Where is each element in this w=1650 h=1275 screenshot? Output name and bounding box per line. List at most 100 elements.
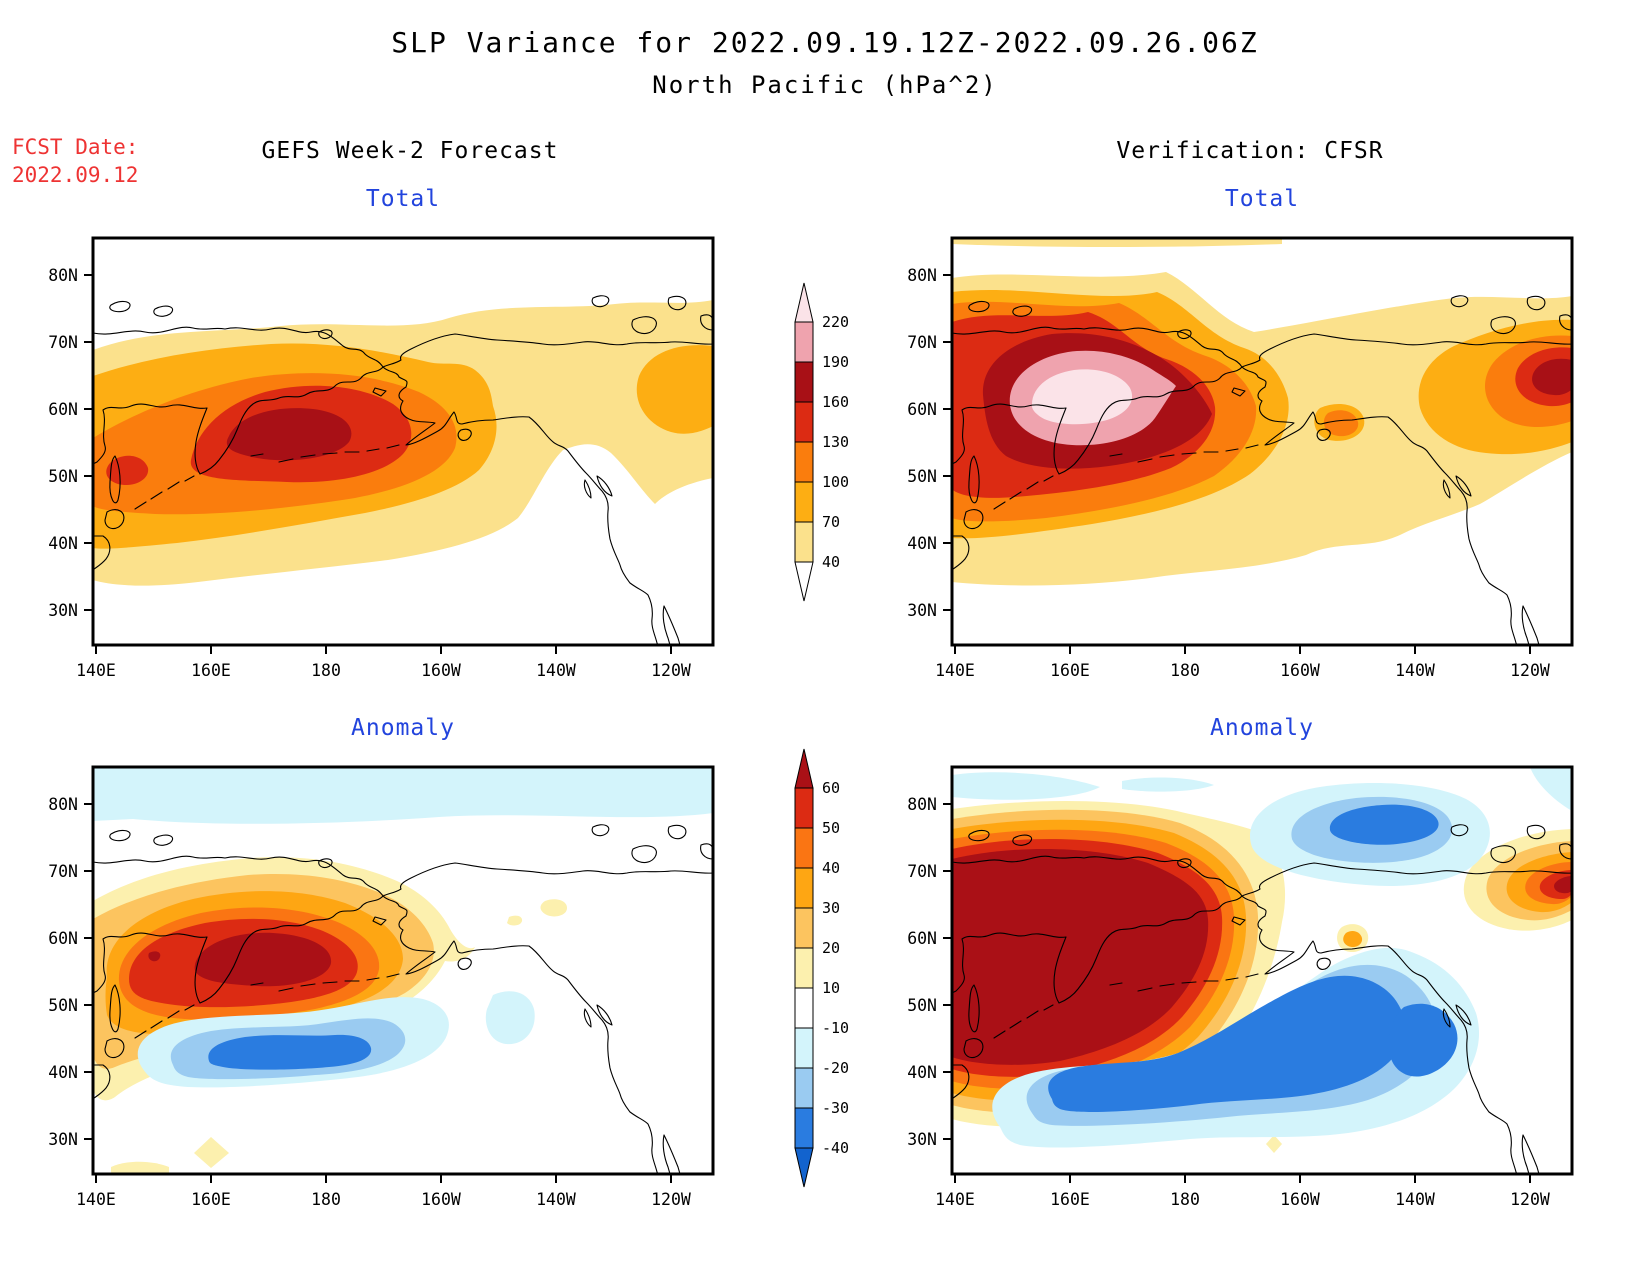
colorbar-tick-label: -20 [822,1059,849,1077]
lat-tick-label: 60N [48,400,78,419]
lon-tick-label: 160W [1280,661,1320,680]
lat-tick-label: 50N [48,467,78,486]
colorbar-tick-label: 130 [822,433,849,451]
lat-tick-label: 30N [48,1130,78,1149]
colorbar-tick-label: 220 [822,313,849,331]
panel-subtitle-gefs-anomaly: Anomaly [351,715,455,741]
forecast-date: FCST Date: 2022.09.12 [12,133,138,189]
lat-tick-label: 80N [48,266,78,285]
contour-fills-gefs-total [93,300,713,586]
coastline [952,295,1572,645]
column-title-right: Verification: CFSR [1116,138,1384,164]
panel-subtitle-cfsr-anomaly: Anomaly [1210,715,1314,741]
lat-tick-label: 40N [48,1063,78,1082]
lat-tick-label: 40N [907,1063,937,1082]
lon-tick-label: 180 [1170,661,1200,680]
map-panel-gefs-total: 140E 160E 180 160W 140W 120W 80N 70N 60N 50N 40N 30… [48,236,715,680]
colorbar-tick-label: 40 [822,553,840,571]
figure-title-line1: SLP Variance for 2022.09.19.12Z-2022.09.… [391,26,1259,59]
contour-fills-cfsr-total [952,238,1572,586]
colorbar-tick-label: 50 [822,819,840,837]
lon-tick-label: 120W [651,661,691,680]
colorbar-tick-label: -30 [822,1099,849,1117]
colorbar-tick-label: 160 [822,393,849,411]
lon-tick-label: 160E [191,1190,231,1209]
lon-tick-label: 180 [311,661,341,680]
lat-tick-label: 80N [907,266,937,285]
column-title-left: GEFS Week-2 Forecast [261,138,559,164]
lon-tick-label: 160W [421,661,461,680]
lat-tick-label: 30N [907,601,937,620]
lat-tick-label: 40N [907,534,937,553]
colorbar-total: 220 190 160 130 100 70 40 [794,282,849,602]
axis-labels: 140E 160E 180 160W 140W 120W 80N 70N 60N 50N 40N 30… [907,266,1550,680]
panel-border [91,236,715,647]
lon-tick-label: 120W [1510,661,1550,680]
lat-tick-label: 60N [907,929,937,948]
colorbar-tick-label: 30 [822,899,840,917]
panel-subtitle-gefs-total: Total [365,186,441,212]
contour-fills-gefs-anomaly [93,767,713,1174]
panel-border [91,765,715,1176]
lat-tick-label: 70N [48,862,78,881]
lat-tick-label: 50N [907,467,937,486]
panel-border [950,236,1574,647]
lat-tick-label: 80N [48,795,78,814]
lat-tick-label: 40N [48,534,78,553]
lon-tick-label: 140W [536,1190,576,1209]
lon-tick-label: 140E [935,1190,975,1209]
lon-tick-label: 160E [191,661,231,680]
axis-labels: 140E 160E 180 160W 140W 120W 80N 70N 60N 50N 40N 30… [48,266,691,680]
colorbar-tick-label: 20 [822,939,840,957]
forecast-date-label: FCST Date: [12,135,139,159]
lon-tick-label: 140W [1395,661,1435,680]
lat-tick-label: 70N [907,333,937,352]
figure-title-line2: North Pacific (hPa^2) [652,71,998,99]
lat-tick-label: 60N [48,929,78,948]
lon-tick-label: 120W [651,1190,691,1209]
lat-tick-label: 30N [48,601,78,620]
lon-tick-label: 160E [1050,661,1090,680]
coastline [93,295,713,645]
lon-tick-label: 140E [76,1190,116,1209]
lon-tick-label: 180 [1170,1190,1200,1209]
colorbar-tick-label: 40 [822,859,840,877]
map-panel-gefs-anomaly: 140E 160E 180 160W 140W 120W 80N 70N 60N 50N 40N 30… [48,765,715,1209]
figure-title: SLP Variance for 2022.09.19.12Z-2022.09.… [0,26,1650,99]
panel-border [950,765,1574,1176]
lon-tick-label: 180 [311,1190,341,1209]
axis-labels: 140E 160E 180 160W 140W 120W 80N 70N 60N 50N 40N 30… [907,795,1550,1209]
forecast-date-value: 2022.09.12 [12,163,139,187]
panel-subtitle-cfsr-total: Total [1224,186,1300,212]
colorbar-tick-label: -10 [822,1019,849,1037]
colorbar-tick-label: 100 [822,473,849,491]
lon-tick-label: 160W [421,1190,461,1209]
lon-tick-label: 140E [935,661,975,680]
lat-tick-label: 60N [907,400,937,419]
lon-tick-label: 160W [1280,1190,1320,1209]
lat-tick-label: 30N [907,1130,937,1149]
colorbar-anomaly: 60 50 40 30 20 10 -10 -20 -30 -40 [794,748,849,1188]
axis-labels: 140E 160E 180 160W 140W 120W 80N 70N 60N 50N 40N 30… [48,795,691,1209]
lat-tick-label: 70N [48,333,78,352]
lat-tick-label: 80N [907,795,937,814]
lon-tick-label: 160E [1050,1190,1090,1209]
colorbar-tick-label: -40 [822,1139,849,1157]
lat-tick-label: 50N [48,996,78,1015]
contour-fills-cfsr-anomaly [952,767,1572,1153]
lon-tick-label: 140W [1395,1190,1435,1209]
lon-tick-label: 140E [76,661,116,680]
lat-tick-label: 70N [907,862,937,881]
lon-tick-label: 120W [1510,1190,1550,1209]
colorbar-tick-label: 190 [822,353,849,371]
coastline [952,824,1572,1174]
colorbar-tick-label: 10 [822,979,840,997]
lon-tick-label: 140W [536,661,576,680]
map-panel-cfsr-anomaly: 140E 160E 180 160W 140W 120W 80N 70N 60N 50N 40N 30… [907,765,1574,1209]
colorbar-tick-label: 70 [822,513,840,531]
lat-tick-label: 50N [907,996,937,1015]
colorbar-tick-label: 60 [822,779,840,797]
coastline [93,824,713,1174]
map-panel-cfsr-total: 140E 160E 180 160W 140W 120W 80N 70N 60N 50N 40N 30… [907,236,1574,680]
